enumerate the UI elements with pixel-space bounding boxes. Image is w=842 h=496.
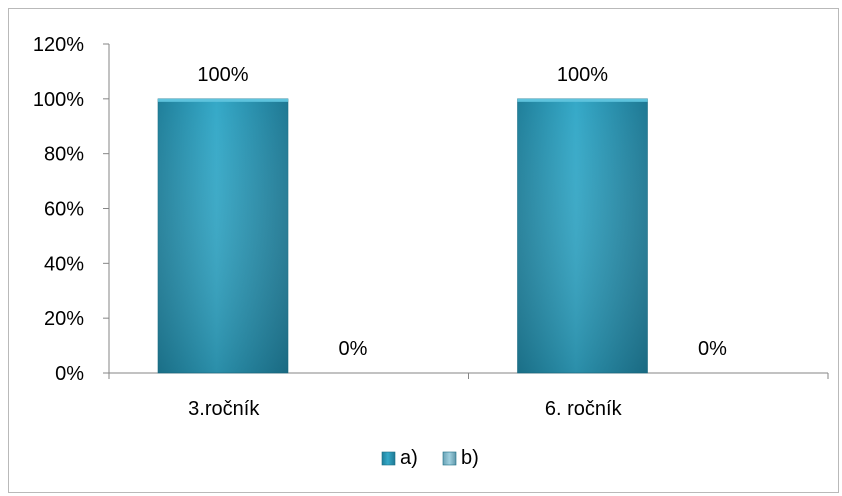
legend: a) b) xyxy=(381,447,479,469)
x-tick-label: 6. ročník xyxy=(545,398,623,420)
x-tick-label: 3.ročník xyxy=(188,398,260,420)
bar-top-highlight xyxy=(517,98,648,102)
x-axis: 3.ročník 6. ročník xyxy=(108,372,829,420)
data-labels: 100% 0% 100% 0% xyxy=(197,64,727,360)
legend-swatch-a xyxy=(381,451,396,466)
data-label: 100% xyxy=(197,64,248,86)
chart-frame xyxy=(8,8,839,493)
y-tick-label: 60% xyxy=(44,199,84,221)
bar-shade xyxy=(517,98,648,373)
legend-label: a) xyxy=(400,447,418,469)
y-tick-label: 0% xyxy=(55,363,84,385)
y-tick-label: 100% xyxy=(33,89,84,111)
y-tick-label: 40% xyxy=(44,253,84,275)
bar-top-highlight xyxy=(158,98,288,102)
data-label: 100% xyxy=(557,64,608,86)
data-label: 0% xyxy=(339,338,368,360)
y-axis: 0% 20% 40% 60% 80% 100% 120% xyxy=(33,34,110,385)
y-tick-label: 80% xyxy=(44,144,84,166)
y-tick-label: 20% xyxy=(44,308,84,330)
legend-label: b) xyxy=(461,447,479,469)
data-label: 0% xyxy=(698,338,727,360)
y-tick-label: 120% xyxy=(33,34,84,56)
legend-swatch-b xyxy=(442,451,457,466)
bar-shade xyxy=(158,98,288,373)
bars xyxy=(157,98,648,374)
